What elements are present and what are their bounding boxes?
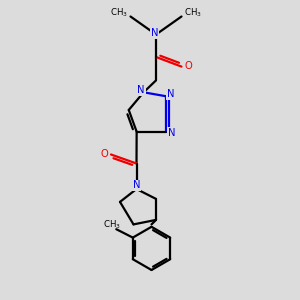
Text: N: N [168, 128, 176, 138]
Text: N: N [151, 28, 158, 38]
Text: CH$_3$: CH$_3$ [184, 7, 202, 19]
Text: CH$_3$: CH$_3$ [103, 218, 121, 231]
Text: O: O [100, 149, 108, 159]
Text: N: N [167, 89, 175, 99]
Text: N: N [137, 85, 145, 95]
Text: N: N [133, 180, 140, 190]
Text: CH$_3$: CH$_3$ [110, 7, 128, 19]
Text: O: O [184, 61, 192, 71]
